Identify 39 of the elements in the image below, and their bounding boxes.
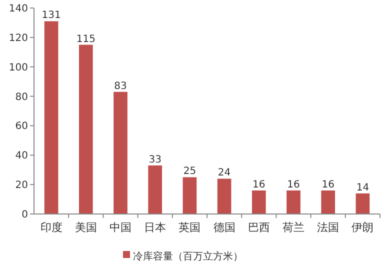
data-label: 16: [287, 179, 300, 190]
x-tick-label: 法国: [317, 221, 340, 234]
x-tick-label: 印度: [40, 221, 62, 234]
y-tick-label: 140: [8, 4, 28, 14]
y-tick-label: 0: [22, 210, 28, 220]
data-label: 25: [183, 166, 196, 178]
bar: [252, 190, 266, 214]
x-tick-label: 美国: [74, 221, 97, 234]
bar: [182, 177, 197, 214]
bar: [217, 178, 232, 214]
x-tick-label: 德国: [213, 221, 236, 234]
bar: [114, 92, 128, 214]
data-label: 24: [218, 168, 231, 179]
bar: [148, 165, 162, 214]
data-label: 115: [76, 34, 96, 45]
data-label: 16: [252, 179, 266, 190]
data-label: 16: [322, 179, 334, 190]
x-tick-label: 英国: [178, 221, 201, 234]
y-tick-label: 20: [15, 180, 28, 192]
legend-label: 冷库容量（百万立方米）: [133, 250, 243, 262]
y-tick-label: 80: [15, 92, 28, 103]
data-label: 14: [356, 182, 370, 194]
x-tick-label: 巴西: [248, 221, 270, 234]
data-label: 83: [114, 80, 127, 92]
bar: [321, 190, 336, 214]
bar: [356, 193, 370, 214]
bar: [44, 21, 58, 214]
x-tick-label: 伊朗: [352, 221, 374, 234]
y-tick-label: 100: [8, 62, 28, 74]
bar: [286, 190, 300, 214]
data-label: 33: [148, 154, 162, 166]
x-tick-label: 荷兰: [282, 221, 304, 234]
y-tick-label: 120: [8, 32, 28, 44]
x-tick-label: 中国: [110, 221, 132, 234]
y-tick-label: 60: [15, 121, 28, 132]
bar: [78, 44, 93, 214]
y-tick-label: 40: [15, 150, 28, 162]
data-label: 131: [42, 10, 61, 22]
x-tick-label: 日本: [144, 221, 166, 234]
